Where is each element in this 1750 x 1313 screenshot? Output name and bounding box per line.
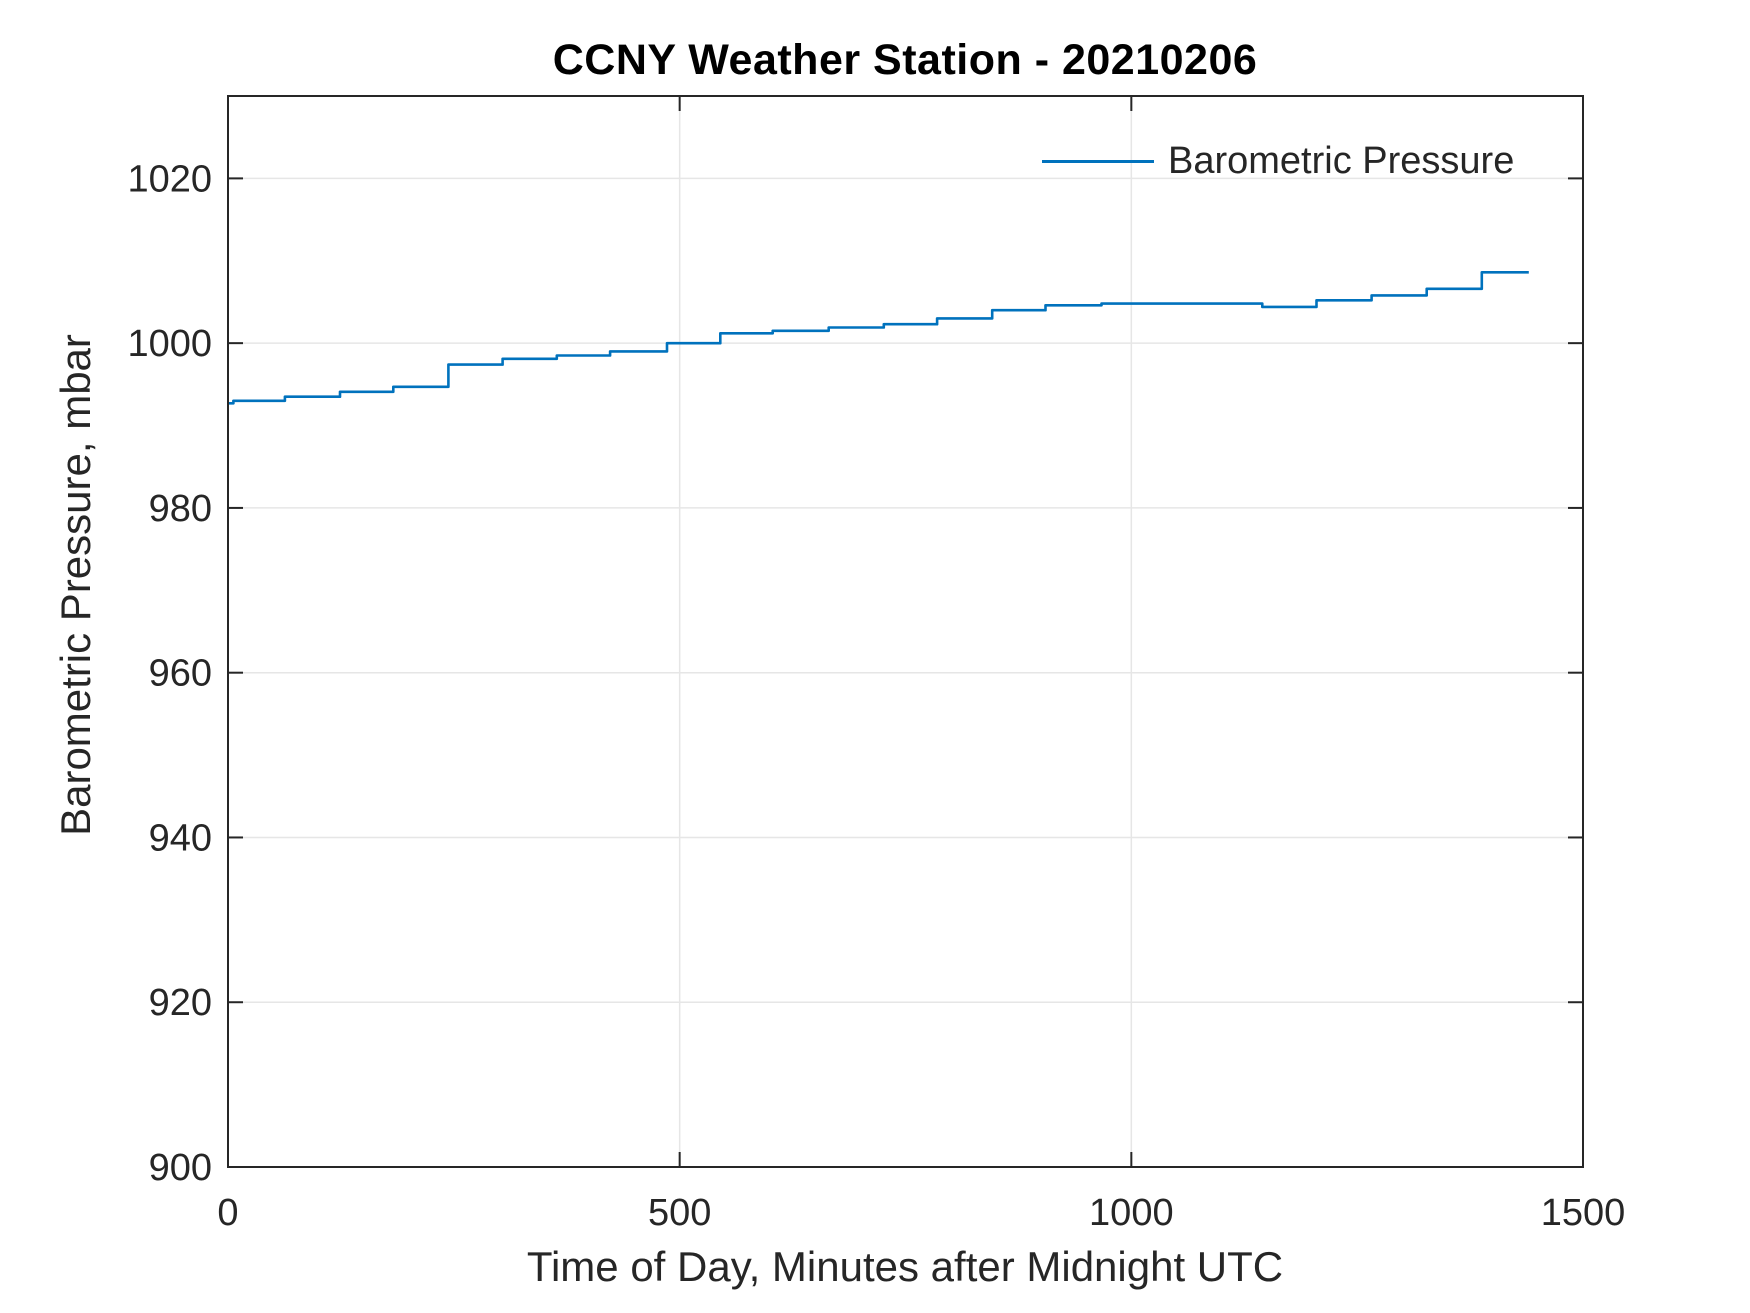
y-tick-label: 940 bbox=[149, 817, 212, 859]
legend: Barometric Pressure bbox=[1042, 139, 1514, 183]
y-tick-label: 980 bbox=[149, 488, 212, 530]
legend-line-swatch bbox=[1042, 159, 1154, 163]
x-axis-label: Time of Day, Minutes after Midnight UTC bbox=[526, 1243, 1284, 1290]
y-axis-label: Barometric Pressure, mbar bbox=[52, 334, 99, 836]
chart-title: CCNY Weather Station - 20210206 bbox=[552, 36, 1258, 84]
x-tick-label: 0 bbox=[217, 1192, 238, 1234]
y-tick-label: 1020 bbox=[127, 158, 212, 200]
x-tick-label: 1500 bbox=[1541, 1192, 1626, 1234]
y-tick-label: 960 bbox=[149, 653, 212, 695]
axes-box bbox=[227, 95, 1584, 1168]
legend-label: Barometric Pressure bbox=[1168, 139, 1515, 182]
pressure-step-line bbox=[228, 271, 1529, 405]
x-tick-label: 500 bbox=[648, 1192, 711, 1234]
y-tick-label: 1000 bbox=[127, 323, 212, 365]
y-tick-label: 920 bbox=[149, 982, 212, 1024]
y-tick-label: 900 bbox=[149, 1147, 212, 1189]
x-tick-label: 1000 bbox=[1089, 1192, 1174, 1234]
